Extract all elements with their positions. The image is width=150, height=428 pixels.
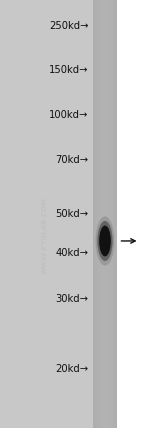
Ellipse shape: [96, 216, 114, 266]
Bar: [93, 0, 150, 428]
Text: 50kd→: 50kd→: [55, 209, 88, 219]
Text: 150kd→: 150kd→: [49, 65, 88, 75]
Text: 70kd→: 70kd→: [55, 155, 88, 165]
Text: 30kd→: 30kd→: [56, 294, 88, 304]
Text: 40kd→: 40kd→: [56, 247, 88, 258]
Text: 100kd→: 100kd→: [49, 110, 88, 120]
Ellipse shape: [99, 226, 111, 256]
Text: 20kd→: 20kd→: [55, 364, 88, 374]
Text: WWW.PTGLAB.COM: WWW.PTGLAB.COM: [42, 197, 48, 274]
Text: 250kd→: 250kd→: [49, 21, 88, 31]
Bar: [93, 0, 117, 428]
Ellipse shape: [97, 221, 113, 261]
